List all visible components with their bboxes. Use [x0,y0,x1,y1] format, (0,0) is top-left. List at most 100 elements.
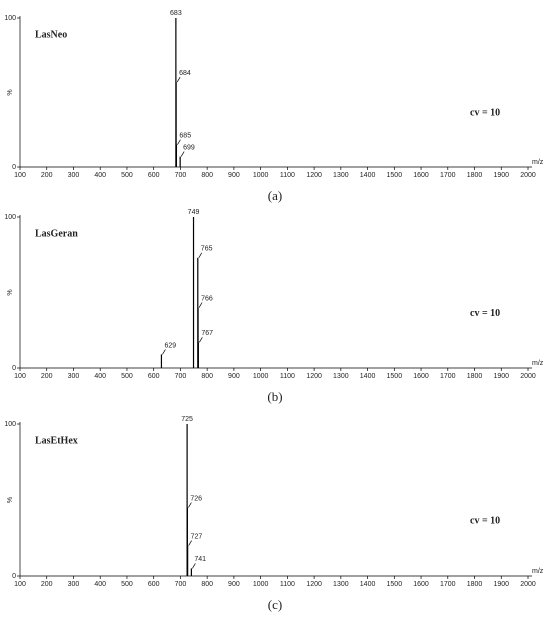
x-tick-label: 500 [121,373,133,380]
peak-leader [177,139,181,145]
peak-label: 726 [190,495,202,502]
peak-label: 684 [179,70,191,77]
x-tick-label: 200 [41,373,53,380]
x-axis-label: m/z [532,568,544,575]
x-tick-label: 2000 [520,172,536,179]
peak-leader [198,252,203,258]
peak-label: 741 [194,556,206,563]
spectrum-title: LasEtHex [35,435,78,446]
x-tick-label: 1400 [360,373,376,380]
x-tick-label: 700 [175,373,187,380]
peak [186,507,188,576]
x-tick-label: 1000 [253,581,269,588]
x-tick-label: 1600 [413,373,429,380]
x-tick-label: 200 [41,172,53,179]
annotation: cv = 10 [470,308,500,319]
x-tick-label: 1300 [333,373,349,380]
x-tick-label: 100 [14,172,26,179]
x-tick-label: 800 [201,581,213,588]
x-tick-label: 700 [175,581,187,588]
y-axis-label: % [7,289,14,295]
x-tick-label: 1100 [280,172,295,179]
x-tick-label: 300 [68,581,80,588]
x-tick-label: 300 [68,373,80,380]
x-tick-label: 1800 [467,172,483,179]
peak-label: 767 [201,330,213,337]
peak-leader [199,337,203,343]
x-tick-label: 100 [14,373,26,380]
x-tick-label: 1300 [333,581,349,588]
y-tick-label: 100 [4,15,16,22]
x-tick-label: 1600 [413,172,429,179]
x-tick-label: 2000 [520,373,536,380]
annotation: cv = 10 [470,516,500,527]
x-tick-label: 1700 [440,172,456,179]
x-tick-label: 500 [121,172,133,179]
peak [192,217,195,368]
x-tick-label: 1900 [493,373,509,380]
peak-label: 727 [191,533,203,540]
x-tick-label: 1100 [280,581,295,588]
peak-label: 629 [164,342,176,349]
peak-label: 766 [201,295,213,302]
x-tick-label: 1100 [280,373,295,380]
x-tick-label: 1200 [306,373,322,380]
x-tick-label: 900 [228,172,240,179]
peak-label: 749 [188,209,200,216]
x-tick-label: 400 [94,581,106,588]
peak [175,144,178,167]
x-tick-label: 100 [14,581,26,588]
peak [197,342,199,368]
x-tick-label: 1500 [387,172,403,179]
x-tick-label: 800 [201,373,213,380]
peak-leader [188,502,192,508]
x-tick-label: 400 [94,172,106,179]
x-axis-label: m/z [532,360,544,367]
peak-leader [162,349,166,355]
caption: (a) [268,188,282,203]
x-tick-label: 1900 [493,581,509,588]
x-tick-label: 400 [94,373,106,380]
peak-label: 699 [183,144,195,151]
peak [187,545,189,576]
peak [186,424,188,576]
spectrum-title: LasGeran [35,228,78,239]
x-tick-label: 900 [228,373,240,380]
x-tick-label: 1800 [467,581,483,588]
y-axis-label: % [7,89,14,95]
x-tick-label: 1200 [306,172,322,179]
x-tick-label: 1400 [360,172,376,179]
x-tick-label: 1600 [413,581,429,588]
x-tick-label: 1000 [253,373,269,380]
x-tick-label: 600 [148,172,160,179]
annotation: cv = 10 [470,108,500,119]
y-tick-label: 0 [12,573,16,580]
y-tick-label: 0 [12,365,16,372]
peak [179,156,181,167]
peak [190,568,192,576]
x-tick-label: 900 [228,581,240,588]
x-tick-label: 1800 [467,373,483,380]
x-tick-label: 600 [148,581,160,588]
peak-leader [188,540,192,546]
x-tick-label: 500 [121,581,133,588]
peak-leader [180,151,185,157]
x-tick-label: 1300 [333,172,349,179]
peak-label: 765 [201,246,213,253]
x-tick-label: 1000 [253,172,269,179]
y-axis-label: % [7,497,14,503]
y-tick-label: 100 [4,421,16,428]
peak-label: 685 [179,132,191,139]
peak-leader [176,76,181,83]
x-tick-label: 800 [201,172,213,179]
x-tick-label: 2000 [520,581,536,588]
y-tick-label: 0 [12,164,16,171]
peak-label: 683 [170,10,182,17]
x-tick-label: 700 [175,172,187,179]
peak-leader [192,563,196,569]
x-tick-label: 1700 [440,581,456,588]
y-tick-label: 100 [4,214,16,221]
x-tick-label: 1500 [387,581,403,588]
x-tick-label: 1500 [387,373,403,380]
